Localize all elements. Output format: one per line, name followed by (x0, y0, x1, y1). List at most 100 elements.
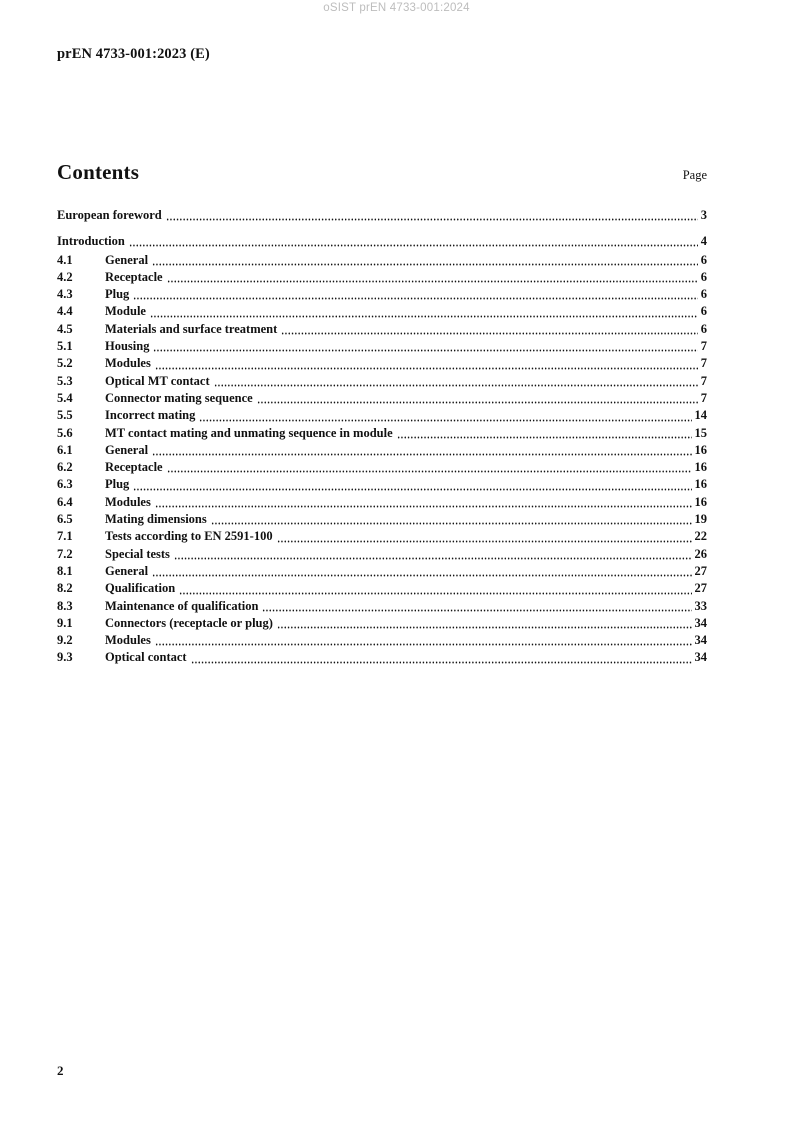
toc-entry[interactable]: 5.2 Modules 7 (57, 355, 707, 372)
dot-leader (276, 625, 692, 630)
dot-leader (281, 331, 698, 336)
toc-entry-page: 34 (694, 615, 708, 630)
toc-entry[interactable]: Introduction 4 (57, 233, 707, 250)
toc-entry-number: 5.1 (57, 339, 73, 354)
dot-leader (262, 607, 692, 612)
dot-leader (199, 417, 692, 422)
dot-leader (396, 434, 692, 439)
toc-entry[interactable]: 9.1 Connectors (receptacle or plug) 34 (57, 615, 707, 632)
dot-leader (190, 659, 692, 664)
toc-entry-page: 26 (694, 546, 708, 561)
toc-entry-page: 16 (694, 460, 708, 475)
toc-entry-number: 5.4 (57, 390, 73, 405)
toc-entry-title: Plug (105, 287, 130, 302)
toc-entry[interactable]: 6.3 Plug 16 (57, 476, 707, 493)
toc-entry-title: Connectors (receptacle or plug) (105, 615, 273, 630)
toc-entry-number: 4.1 (57, 252, 73, 267)
toc-entry[interactable]: 6.4 Modules 16 (57, 494, 707, 511)
toc-entry[interactable]: 8.1 General 27 (57, 563, 707, 580)
toc-entry[interactable]: 4.4 Module 6 (57, 303, 707, 320)
toc-entry[interactable]: 6.2 Receptacle 16 (57, 459, 707, 476)
toc-entry-page: 22 (694, 529, 708, 544)
toc-entry-title: Tests according to EN 2591-100 (105, 529, 273, 544)
toc-entry-title: Special tests (105, 546, 170, 561)
contents-heading: Contents Page (57, 160, 707, 185)
toc-entry-page: 3 (700, 208, 707, 222)
toc-entry-title: General (105, 252, 149, 267)
toc-entry[interactable]: 4.5 Materials and surface treatment 6 (57, 321, 707, 338)
toc-entry-page: 15 (694, 425, 708, 440)
toc-entry-page: 7 (700, 339, 707, 354)
toc-entry[interactable]: 6.1 General 16 (57, 442, 707, 459)
toc-entry[interactable]: 4.3 Plug 6 (57, 286, 707, 303)
toc-entry-number: 9.3 (57, 650, 73, 665)
dot-leader (166, 469, 692, 474)
toc-entry-title: Optical contact (105, 650, 187, 665)
toc-entry-number: 7.1 (57, 529, 73, 544)
dot-leader (165, 217, 698, 222)
toc-entry-number: 5.6 (57, 425, 73, 440)
dot-leader (133, 296, 698, 301)
toc-entry[interactable]: 8.3 Maintenance of qualification 33 (57, 598, 707, 615)
toc-entry-title: Module (105, 304, 146, 319)
toc-entry-number: 5.3 (57, 373, 73, 388)
contents-title: Contents (57, 160, 140, 184)
toc-entry-number: 6.2 (57, 460, 73, 475)
toc-entry-number: 6.1 (57, 442, 73, 457)
page-column-label: Page (682, 168, 707, 182)
toc-entry[interactable]: 7.1 Tests according to EN 2591-100 22 (57, 528, 707, 545)
toc-entry[interactable]: 5.4 Connector mating sequence 7 (57, 390, 707, 407)
toc-entry-title: Receptacle (105, 269, 163, 284)
toc-entry[interactable]: 7.2 Special tests 26 (57, 546, 707, 563)
toc-entry-title: Receptacle (105, 460, 163, 475)
toc-entry[interactable]: 5.5 Incorrect mating 14 (57, 407, 707, 424)
toc-entry[interactable]: 5.1 Housing 7 (57, 338, 707, 355)
toc-entry-number: 4.5 (57, 321, 73, 336)
toc-entry-number: 6.3 (57, 477, 73, 492)
toc-entry-page: 7 (700, 373, 707, 388)
toc-entry[interactable]: 4.1 General 6 (57, 252, 707, 269)
footer-page-number: 2 (57, 1063, 64, 1078)
toc-entry-title: Incorrect mating (105, 408, 196, 423)
toc-entry-page: 6 (700, 287, 707, 302)
toc-entry[interactable]: 8.2 Qualification 27 (57, 580, 707, 597)
toc-entry-title: Introduction (57, 233, 125, 248)
dot-leader (133, 486, 692, 491)
toc-entry-title: Modules (105, 633, 151, 648)
toc-entry-page: 27 (694, 581, 708, 596)
toc-entry-number: 5.5 (57, 408, 73, 423)
dot-leader (154, 504, 692, 509)
toc-entry-title: General (105, 563, 149, 578)
toc-entry-number: 9.1 (57, 615, 73, 630)
toc-entry[interactable]: 5.3 Optical MT contact 7 (57, 373, 707, 390)
toc-entry-title: Qualification (105, 581, 176, 596)
toc-entry-page: 7 (700, 390, 707, 405)
toc-entry-number: 5.2 (57, 356, 73, 371)
dot-leader (276, 538, 692, 543)
toc-entry-title: MT contact mating and unmating sequence … (105, 425, 393, 440)
toc-entry-number: 8.2 (57, 581, 73, 596)
toc-entry[interactable]: European foreword 3 (57, 207, 707, 224)
toc-entry-title: Plug (105, 477, 130, 492)
document-reference: prEN 4733-001:2023 (E) (57, 46, 210, 62)
toc-entry-title: Housing (105, 339, 150, 354)
toc-entry-title: General (105, 442, 149, 457)
toc-entry-page: 6 (700, 321, 707, 336)
draft-watermark: oSIST prEN 4733-001:2024 (323, 2, 470, 14)
toc-entry-page: 7 (700, 356, 707, 371)
toc-entry-number: 8.3 (57, 598, 73, 613)
toc-entry[interactable]: 5.6 MT contact mating and unmating seque… (57, 425, 707, 442)
toc-entry[interactable]: 6.5 Mating dimensions 19 (57, 511, 707, 528)
toc-entry[interactable]: 9.2 Modules 34 (57, 632, 707, 649)
toc-entry-title: Optical MT contact (105, 373, 210, 388)
toc-entry[interactable]: 9.3 Optical contact 34 (57, 649, 707, 666)
dot-leader (173, 555, 692, 560)
toc-entry-page: 27 (694, 563, 708, 578)
toc-entry-title: Materials and surface treatment (105, 321, 278, 336)
toc-entry-number: 6.4 (57, 494, 73, 509)
toc-entry[interactable]: 4.2 Receptacle 6 (57, 269, 707, 286)
toc-entry-page: 16 (694, 477, 708, 492)
toc-entry-title: Connector mating sequence (105, 390, 253, 405)
dot-leader (152, 573, 692, 578)
toc-entry-page: 16 (694, 442, 708, 457)
